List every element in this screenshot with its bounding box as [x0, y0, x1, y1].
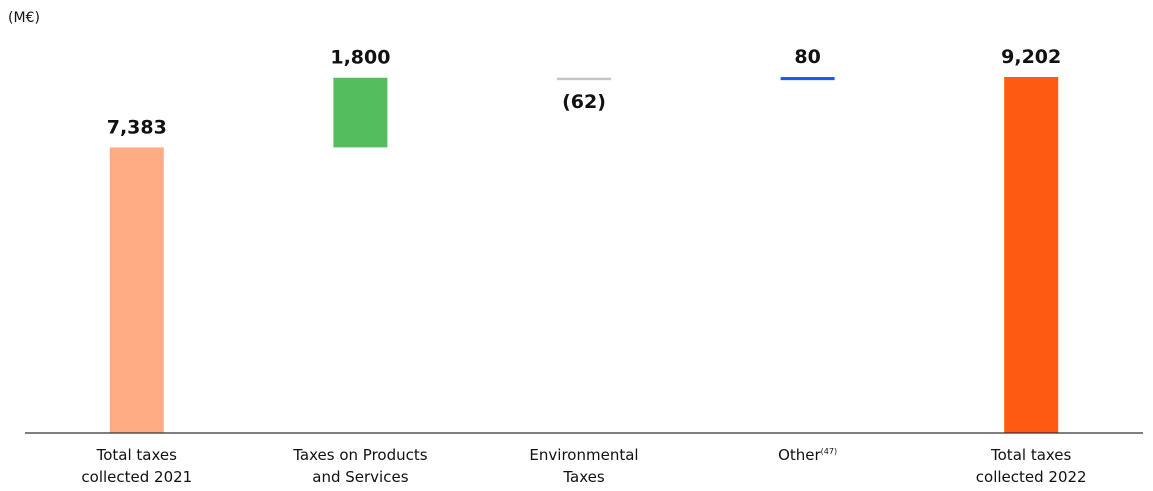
footnote-marker: (47) [821, 447, 837, 456]
value-label-1: 7,383 [107, 116, 167, 138]
value-label-4: 80 [794, 46, 820, 68]
value-label-3: (62) [562, 91, 606, 113]
category-label-1-line-1: Total taxes [96, 446, 178, 464]
bar-4 [780, 77, 835, 81]
category-label-1-line-2: collected 2021 [81, 468, 192, 486]
category-label-4: Other(47) [778, 446, 837, 464]
category-label-3-line-2: Taxes [562, 468, 605, 486]
value-label-2: 1,800 [330, 47, 390, 69]
category-label-2-line-1: Taxes on Products [292, 446, 428, 464]
category-label-2-line-2: and Services [312, 468, 408, 486]
value-label-5: 9,202 [1001, 46, 1061, 68]
category-label-3-line-1: Environmental [529, 446, 638, 464]
category-label-5-line-2: collected 2022 [976, 468, 1087, 486]
unit-label: (M€) [8, 10, 40, 26]
bar-1 [109, 147, 164, 434]
category-label-5-line-1: Total taxes [990, 446, 1072, 464]
bar-3 [557, 77, 611, 81]
bar-2 [333, 77, 388, 148]
bar-5 [1004, 77, 1059, 433]
